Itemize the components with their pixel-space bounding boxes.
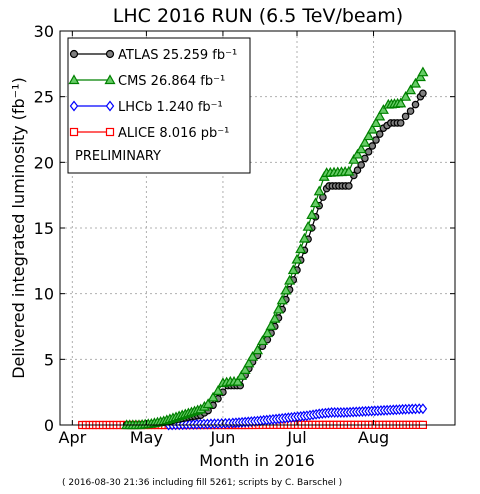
data-point — [247, 350, 259, 361]
legend-swatch-marker — [69, 49, 79, 59]
data-point — [251, 344, 264, 355]
legend-swatch-marker — [105, 100, 115, 112]
data-point — [364, 148, 373, 156]
data-point — [295, 243, 307, 254]
data-point — [357, 161, 365, 169]
y-tick-label: 25 — [34, 88, 54, 107]
data-point — [298, 232, 310, 243]
legend-entries: ATLAS 25.259 fb⁻¹ CMS 26.864 fb⁻¹ LHCb 1.2… — [68, 48, 237, 141]
data-point — [351, 148, 364, 159]
data-point — [243, 357, 255, 368]
x-tick-label: Jun — [209, 428, 235, 447]
data-point — [306, 209, 318, 219]
preliminary-label: PRELIMINARY — [75, 149, 161, 164]
y-tick-label: 5 — [44, 350, 54, 369]
data-point — [212, 385, 224, 395]
data-point — [313, 185, 325, 196]
legend: ATLAS 25.259 fb⁻¹ CMS 26.864 fb⁻¹ LHCb 1.2… — [67, 37, 251, 174]
data-point — [353, 166, 362, 175]
legend-swatch-marker — [105, 49, 115, 59]
legend-label: ATLAS 25.259 fb⁻¹ — [118, 48, 237, 63]
data-point — [363, 130, 375, 141]
x-tick-label: Jul — [286, 428, 306, 447]
x-tick-label: May — [130, 428, 163, 447]
legend-swatch-marker — [69, 100, 79, 112]
footnote: ( 2016-08-30 21:36 including fill 5261; … — [62, 478, 342, 488]
data-point — [291, 253, 303, 264]
data-point — [284, 274, 296, 285]
data-point — [377, 104, 389, 114]
y-tick-label: 0 — [44, 416, 54, 435]
data-point — [269, 312, 281, 323]
data-point — [280, 284, 292, 295]
data-point — [418, 403, 428, 415]
legend-label: LHCb 1.240 fb⁻¹ — [118, 100, 223, 115]
legend-entry-atlas: ATLAS 25.259 fb⁻¹ — [69, 48, 237, 63]
data-point — [359, 136, 371, 147]
legend-swatch-marker — [105, 127, 115, 137]
data-point — [419, 89, 427, 98]
data-point — [309, 197, 322, 208]
chart-title: LHC 2016 RUN (6.5 TeV/beam) — [113, 5, 403, 27]
legend-swatch-marker — [69, 127, 79, 137]
data-point — [343, 165, 355, 176]
legend-swatch-marker — [104, 74, 116, 85]
data-point — [276, 294, 288, 305]
data-point — [207, 391, 219, 402]
data-point — [345, 182, 353, 190]
data-point — [232, 375, 244, 386]
data-point — [409, 77, 422, 88]
data-point — [400, 90, 412, 101]
y-tick-label: 20 — [34, 153, 54, 172]
legend-entry-lhcb: LHCb 1.240 fb⁻¹ — [69, 100, 223, 115]
x-tick-label: Aug — [358, 428, 389, 447]
data-point — [202, 398, 214, 409]
data-point — [374, 110, 386, 121]
legend-label: ALICE 8.016 pb⁻¹ — [118, 126, 229, 141]
legend-entry-cms: CMS 26.864 fb⁻¹ — [68, 74, 225, 89]
data-point — [370, 117, 382, 128]
data-point — [375, 130, 384, 138]
data-point — [302, 220, 314, 231]
y-tick-label: 30 — [34, 22, 54, 41]
data-point — [272, 303, 285, 314]
x-tick-label: Apr — [59, 428, 87, 447]
data-point — [366, 123, 378, 134]
y-axis-label: Delivered integrated luminosity (fb⁻¹) — [9, 77, 28, 379]
data-point — [395, 97, 407, 108]
axis-tick-layer: 0 5 10 15 20 25 30 Apr May Jun Jul Aug — [34, 22, 455, 447]
data-point — [287, 264, 299, 275]
legend-label: CMS 26.864 fb⁻¹ — [118, 74, 225, 89]
data-point — [261, 327, 273, 338]
data-point — [235, 370, 247, 380]
y-tick-label: 10 — [34, 285, 54, 304]
data-point — [348, 153, 360, 164]
data-point — [405, 84, 417, 95]
data-point — [265, 320, 277, 330]
data-point — [414, 71, 426, 82]
legend-swatch-marker — [68, 74, 80, 85]
data-point — [411, 100, 420, 109]
data-point — [256, 335, 268, 346]
data-point — [401, 112, 410, 121]
data-point — [406, 107, 415, 115]
legend-entry-alice: ALICE 8.016 pb⁻¹ — [69, 126, 229, 141]
y-tick-label: 15 — [34, 219, 54, 238]
data-point — [417, 66, 429, 77]
data-point — [368, 142, 377, 150]
series-cms — [121, 66, 429, 430]
data-point — [355, 143, 367, 154]
x-axis-label: Month in 2016 — [199, 451, 315, 470]
data-point — [396, 119, 405, 127]
data-point — [239, 364, 251, 374]
